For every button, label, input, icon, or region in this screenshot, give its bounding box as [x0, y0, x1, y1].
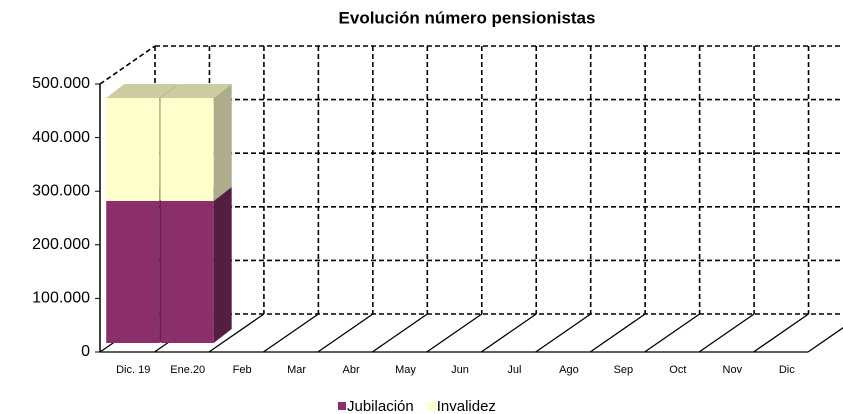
floor-line — [535, 313, 592, 353]
bar-face — [160, 200, 214, 343]
floor-line — [753, 313, 809, 353]
y-tick-label: 400.000 — [32, 129, 90, 146]
floor-line — [371, 313, 428, 353]
legend-label: Jubilación — [347, 398, 414, 414]
x-tick-label: Dic. 19 — [116, 364, 150, 376]
bar-face — [160, 98, 214, 201]
x-tick-label: Feb — [233, 364, 252, 376]
x-tick-label: Dic — [779, 364, 795, 376]
floor-line — [807, 327, 843, 353]
grid-line — [99, 45, 156, 85]
x-tick-label: Jun — [451, 364, 469, 376]
floor-line — [317, 313, 374, 353]
floor-line — [426, 313, 483, 353]
floor-line — [480, 313, 537, 353]
y-tick-label: 300.000 — [32, 182, 90, 199]
y-tick-label: 100.000 — [32, 290, 90, 307]
x-tick-label: Mar — [287, 364, 306, 376]
bar-side — [213, 84, 232, 201]
x-tick-label: Sep — [614, 364, 634, 376]
bar-side — [213, 186, 232, 343]
y-tick-label: 200.000 — [32, 236, 90, 253]
bar-face — [106, 98, 160, 201]
x-tick-label: Abr — [343, 364, 360, 376]
floor-line — [589, 313, 646, 353]
x-tick-label: Nov — [723, 364, 743, 376]
y-tick-label: 0 — [81, 343, 90, 360]
x-tick-label: Ago — [559, 364, 579, 376]
x-tick-label: Oct — [669, 364, 686, 376]
floor-line — [698, 313, 755, 353]
bar-top — [106, 84, 178, 99]
legend-swatch — [338, 402, 346, 410]
legend-label: Invalidez — [437, 398, 496, 414]
legend-swatch — [427, 402, 436, 410]
bar-top — [160, 84, 232, 99]
bar — [160, 84, 232, 201]
y-tick-label: 500.000 — [32, 75, 90, 92]
floor-line — [644, 313, 700, 353]
x-tick-label: May — [395, 364, 416, 376]
bar-face — [106, 200, 160, 343]
chart-title: Evolución número pensionistas — [339, 8, 596, 27]
x-tick-label: Jul — [507, 364, 521, 376]
x-tick-label: Ene.20 — [170, 364, 205, 376]
bar — [160, 186, 232, 343]
floor-line — [208, 313, 265, 353]
floor-line — [263, 313, 319, 353]
